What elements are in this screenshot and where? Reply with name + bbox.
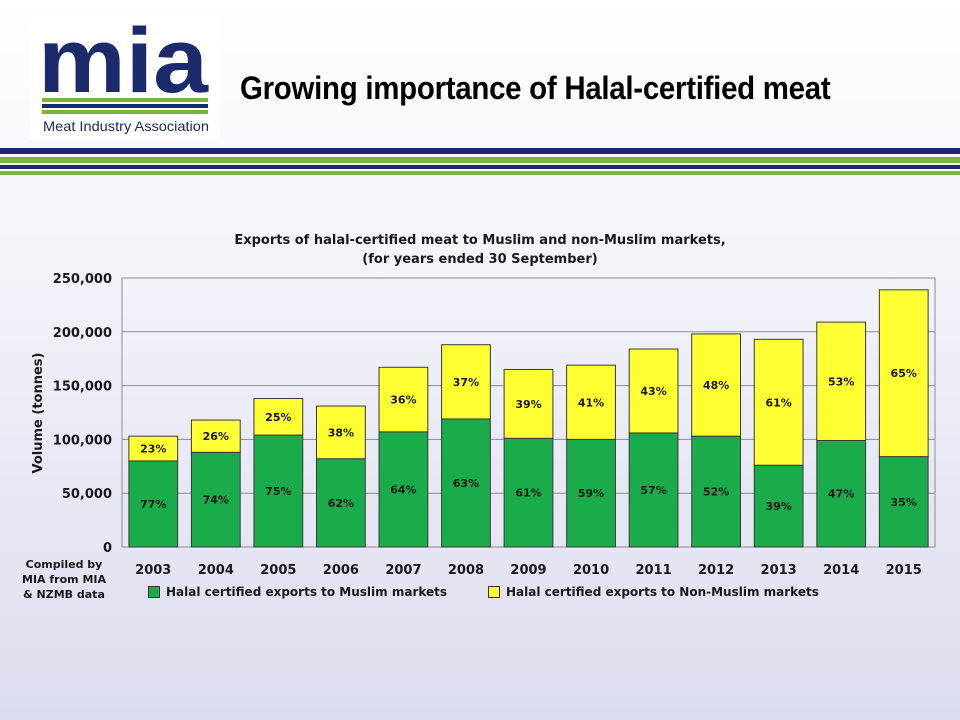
bar-non-muslim bbox=[441, 344, 491, 420]
logo-subtitle: Meat Industry Association bbox=[43, 118, 209, 134]
data-label-non-muslim: 41% bbox=[578, 396, 604, 409]
halal-exports-chart: Exports of halal-certified meat to Musli… bbox=[31, 233, 936, 578]
legend-swatch-muslim bbox=[148, 586, 160, 598]
legend-label-non-muslim: Halal certified exports to Non-Muslim ma… bbox=[506, 585, 819, 599]
data-label-non-muslim: 36% bbox=[390, 394, 416, 407]
bar-muslim bbox=[253, 434, 304, 548]
y-tick-label: 100,000 bbox=[53, 433, 112, 448]
bar-muslim bbox=[190, 451, 241, 548]
bar-non-muslim bbox=[315, 405, 366, 460]
bar-muslim bbox=[315, 458, 366, 548]
bar-non-muslim bbox=[753, 338, 804, 466]
source-note-line: & NZMB data bbox=[23, 588, 105, 601]
source-note-line: MIA from MIA bbox=[22, 573, 106, 586]
data-label-muslim: 75% bbox=[265, 485, 291, 498]
logo-rule-green-1 bbox=[42, 98, 208, 102]
data-label-muslim: 57% bbox=[640, 484, 666, 497]
source-note-line: Compiled by bbox=[25, 558, 103, 571]
data-label-muslim: 63% bbox=[453, 477, 479, 490]
bar-non-muslim bbox=[190, 419, 241, 453]
bar-muslim bbox=[566, 438, 616, 548]
bar-muslim bbox=[628, 432, 679, 548]
y-tick-label: 250,000 bbox=[53, 272, 112, 287]
x-tick-label: 2013 bbox=[761, 563, 797, 578]
data-label-muslim: 35% bbox=[891, 496, 917, 509]
y-axis-label: Volume (tonnes) bbox=[31, 353, 46, 474]
data-label-muslim: 59% bbox=[578, 487, 604, 500]
data-label-non-muslim: 65% bbox=[891, 367, 917, 380]
header-stripes bbox=[0, 148, 960, 175]
bar-non-muslim bbox=[253, 398, 304, 436]
y-tick-label: 50,000 bbox=[62, 487, 112, 502]
data-label-non-muslim: 23% bbox=[140, 443, 166, 456]
bar-muslim bbox=[816, 439, 867, 548]
data-label-muslim: 77% bbox=[140, 498, 166, 511]
y-tick-label: 150,000 bbox=[53, 380, 112, 395]
legend-label-muslim: Halal certified exports to Muslim market… bbox=[166, 585, 448, 599]
bar-non-muslim bbox=[566, 364, 616, 440]
legend-item-muslim: Halal certified exports to Muslim market… bbox=[148, 583, 447, 601]
x-tick-label: 2005 bbox=[260, 563, 296, 578]
source-note: Compiled by MIA from MIA & NZMB data bbox=[14, 557, 114, 602]
bar-non-muslim bbox=[878, 289, 929, 458]
bar-muslim bbox=[753, 464, 804, 548]
data-label-muslim: 74% bbox=[203, 494, 229, 507]
logo-rule-navy bbox=[42, 104, 208, 108]
x-tick-label: 2015 bbox=[886, 563, 922, 578]
x-tick-label: 2008 bbox=[448, 563, 484, 578]
logo-text: mia bbox=[38, 18, 209, 112]
chart-subtitle: (for years ended 30 September) bbox=[362, 252, 597, 267]
x-tick-label: 2003 bbox=[135, 563, 171, 578]
bar-non-muslim bbox=[628, 348, 679, 434]
logo-rule-green-2 bbox=[42, 110, 208, 114]
y-tick-label: 200,000 bbox=[53, 326, 112, 341]
data-label-muslim: 52% bbox=[703, 486, 729, 499]
x-tick-label: 2007 bbox=[385, 563, 421, 578]
x-tick-label: 2010 bbox=[573, 563, 609, 578]
y-tick-label: 0 bbox=[103, 541, 112, 556]
mia-logo: mia Meat Industry Association bbox=[30, 18, 220, 140]
x-tick-label: 2009 bbox=[510, 563, 546, 578]
data-label-muslim: 61% bbox=[515, 487, 541, 500]
data-label-muslim: 64% bbox=[390, 483, 416, 496]
bar-non-muslim bbox=[691, 333, 742, 437]
bar-non-muslim bbox=[128, 435, 179, 462]
x-tick-label: 2006 bbox=[323, 563, 359, 578]
bar-non-muslim bbox=[816, 321, 867, 441]
bar-muslim bbox=[691, 435, 742, 548]
bar-muslim bbox=[878, 456, 929, 548]
bar-non-muslim bbox=[503, 368, 554, 439]
x-tick-label: 2012 bbox=[698, 563, 734, 578]
data-label-non-muslim: 26% bbox=[203, 430, 229, 443]
chart-title: Exports of halal-certified meat to Musli… bbox=[234, 233, 725, 248]
data-label-non-muslim: 25% bbox=[265, 411, 291, 424]
x-tick-label: 2004 bbox=[198, 563, 234, 578]
data-label-non-muslim: 48% bbox=[703, 379, 729, 392]
bar-non-muslim bbox=[378, 366, 429, 433]
bar-muslim bbox=[441, 418, 491, 548]
data-label-non-muslim: 43% bbox=[640, 385, 666, 398]
data-label-muslim: 47% bbox=[828, 488, 854, 501]
data-label-muslim: 62% bbox=[328, 497, 354, 510]
data-label-non-muslim: 53% bbox=[828, 375, 854, 388]
data-label-muslim: 39% bbox=[765, 500, 791, 513]
bar-muslim bbox=[128, 460, 179, 548]
x-tick-label: 2011 bbox=[635, 563, 671, 578]
data-label-non-muslim: 38% bbox=[328, 426, 354, 439]
data-label-non-muslim: 39% bbox=[515, 398, 541, 411]
data-label-non-muslim: 61% bbox=[765, 396, 791, 409]
legend-swatch-non-muslim bbox=[488, 586, 500, 598]
x-tick-label: 2014 bbox=[823, 563, 859, 578]
legend-item-non-muslim: Halal certified exports to Non-Muslim ma… bbox=[488, 583, 819, 601]
slide-title: Growing importance of Halal-certified me… bbox=[240, 70, 831, 106]
data-label-non-muslim: 37% bbox=[453, 376, 479, 389]
